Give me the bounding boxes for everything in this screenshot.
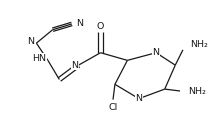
Text: NH₂: NH₂	[188, 86, 206, 95]
Text: O: O	[97, 22, 104, 31]
Text: N: N	[28, 37, 34, 46]
Text: NH₂: NH₂	[191, 40, 209, 49]
Text: N: N	[77, 19, 84, 28]
Text: HN: HN	[32, 54, 46, 63]
Text: N: N	[153, 48, 160, 57]
Text: Cl: Cl	[108, 103, 118, 112]
Text: N: N	[72, 61, 79, 70]
Text: N: N	[135, 94, 142, 103]
